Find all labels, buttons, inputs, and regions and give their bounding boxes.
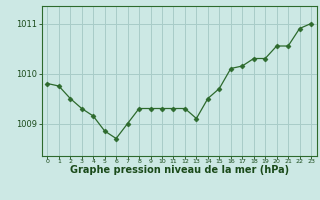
X-axis label: Graphe pression niveau de la mer (hPa): Graphe pression niveau de la mer (hPa): [70, 165, 289, 175]
